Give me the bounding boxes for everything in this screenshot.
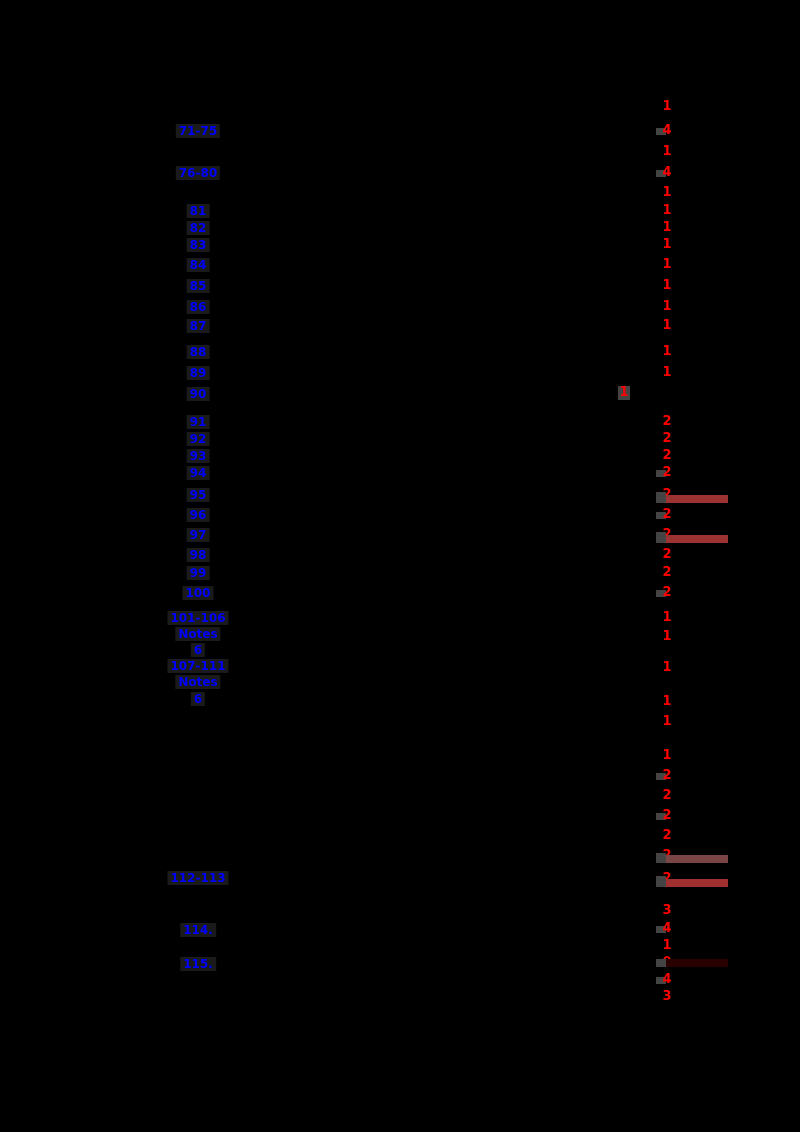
line-number-label: 112-113 (167, 871, 229, 885)
line-number-label: 100 (182, 586, 214, 600)
score-marker: 2 (662, 585, 672, 600)
line-number-label: 6 (190, 643, 206, 657)
line-number-label: 88 (186, 345, 210, 359)
highlight-bar (666, 959, 728, 967)
score-marker: 1 (662, 610, 672, 625)
score-marker: 1 (662, 365, 672, 380)
score-marker: 1 (662, 203, 672, 218)
score-marker: 4 (662, 921, 672, 936)
line-number-label: 115. (180, 957, 216, 971)
line-number-label: 95 (186, 488, 210, 502)
line-number-label: Notes (175, 675, 221, 689)
score-marker: 1 (662, 220, 672, 235)
score-marker: 1 (662, 660, 672, 675)
score-marker: 2 (662, 808, 672, 823)
score-marker: 2 (662, 828, 672, 843)
score-marker: 1 (662, 938, 672, 953)
highlight-bar (666, 495, 728, 503)
score-marker: 3 (662, 989, 672, 1004)
line-number-label: 93 (186, 449, 210, 463)
bar-tick (656, 879, 666, 887)
score-marker: 1 (662, 714, 672, 729)
line-number-label: 81 (186, 204, 210, 218)
marker-tick (656, 813, 666, 820)
score-marker: 1 (662, 257, 672, 272)
marker-tick (656, 170, 666, 177)
score-marker: 4 (662, 123, 672, 138)
line-number-label: 114. (180, 923, 216, 937)
line-number-label: 107-111 (167, 659, 229, 673)
score-marker: 1 (662, 185, 672, 200)
bar-tick (656, 855, 666, 863)
line-number-label: 97 (186, 528, 210, 542)
score-marker: 2 (662, 768, 672, 783)
score-marker: 1 (662, 278, 672, 293)
score-marker: 2 (662, 465, 672, 480)
line-number-label: 82 (186, 221, 210, 235)
score-marker: 2 (662, 431, 672, 446)
score-marker: 2 (662, 414, 672, 429)
score-marker: 2 (662, 507, 672, 522)
floating-marker: 1 (618, 385, 630, 400)
highlight-bar (666, 855, 728, 863)
line-number-label: 86 (186, 300, 210, 314)
marker-tick (656, 590, 666, 597)
marker-tick (656, 977, 666, 984)
score-marker: 1 (662, 299, 672, 314)
line-number-label: 6 (190, 692, 206, 706)
score-marker: 2 (662, 788, 672, 803)
line-number-label: 83 (186, 238, 210, 252)
score-marker: 2 (662, 565, 672, 580)
line-number-label: 84 (186, 258, 210, 272)
line-number-label: 85 (186, 279, 210, 293)
line-number-label: 71-75 (175, 124, 221, 138)
marker-tick (656, 926, 666, 933)
bar-tick (656, 535, 666, 543)
line-number-label: 76-80 (175, 166, 221, 180)
score-marker: 4 (662, 972, 672, 987)
score-marker: 1 (662, 694, 672, 709)
score-marker: 1 (662, 237, 672, 252)
line-number-label: 90 (186, 387, 210, 401)
line-number-label: 96 (186, 508, 210, 522)
score-marker: 1 (662, 318, 672, 333)
score-marker: 4 (662, 165, 672, 180)
score-marker: 2 (662, 872, 672, 886)
score-marker: 3 (662, 903, 672, 918)
score-marker: 1 (662, 748, 672, 763)
score-marker: 1 (662, 344, 672, 359)
marker-tick (656, 512, 666, 519)
score-marker: 2 (662, 488, 672, 502)
line-number-label: 94 (186, 466, 210, 480)
line-number-label: 101-106 (167, 611, 229, 625)
highlight-bar (666, 535, 728, 543)
marker-tick (656, 470, 666, 477)
score-marker: 2 (662, 448, 672, 463)
score-marker: 2 (662, 547, 672, 562)
line-number-label: 89 (186, 366, 210, 380)
bar-tick (656, 495, 666, 503)
line-number-label: 98 (186, 548, 210, 562)
marker-tick (656, 128, 666, 135)
line-number-label: 92 (186, 432, 210, 446)
bar-tick (656, 959, 666, 967)
score-marker: 1 (662, 629, 672, 644)
score-marker: 1 (662, 144, 672, 159)
marker-tick (656, 773, 666, 780)
line-number-label: Notes (175, 627, 221, 641)
highlight-bar (666, 879, 728, 887)
line-number-label: 91 (186, 415, 210, 429)
line-number-label: 87 (186, 319, 210, 333)
score-marker: 1 (662, 99, 672, 114)
line-number-label: 99 (186, 566, 210, 580)
score-marker: 2 (662, 528, 672, 542)
